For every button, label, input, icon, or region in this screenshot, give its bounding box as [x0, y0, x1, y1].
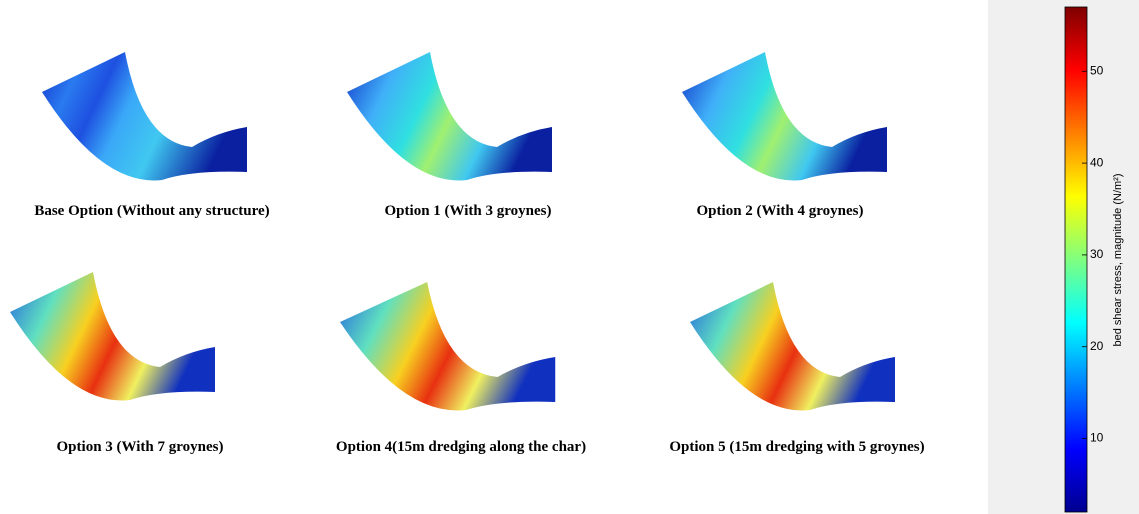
colorbar [1065, 7, 1087, 512]
panel [347, 52, 552, 180]
panel [690, 282, 895, 410]
colorbar-label: bed shear stress, magnitude (N/m²) [1112, 173, 1124, 346]
caption: Option 4(15m dredging along the char) [336, 439, 586, 455]
caption: Option 5 (15m dredging with 5 groynes) [669, 439, 924, 455]
tick-label: 20 [1090, 339, 1104, 353]
figure: Base Option (Without any structure) Opti… [0, 0, 1139, 514]
tick-label: 40 [1090, 155, 1104, 169]
panel [10, 272, 215, 400]
tick-label: 50 [1090, 63, 1104, 77]
panel [340, 282, 555, 410]
caption: Option 3 (With 7 groynes) [57, 439, 224, 455]
caption: Option 1 (With 3 groynes) [385, 203, 552, 219]
panel [682, 52, 887, 180]
tick-label: 10 [1090, 431, 1104, 445]
caption: Base Option (Without any structure) [34, 203, 269, 219]
tick-label: 30 [1090, 247, 1104, 261]
panel [42, 52, 247, 180]
caption: Option 2 (With 4 groynes) [697, 203, 864, 219]
